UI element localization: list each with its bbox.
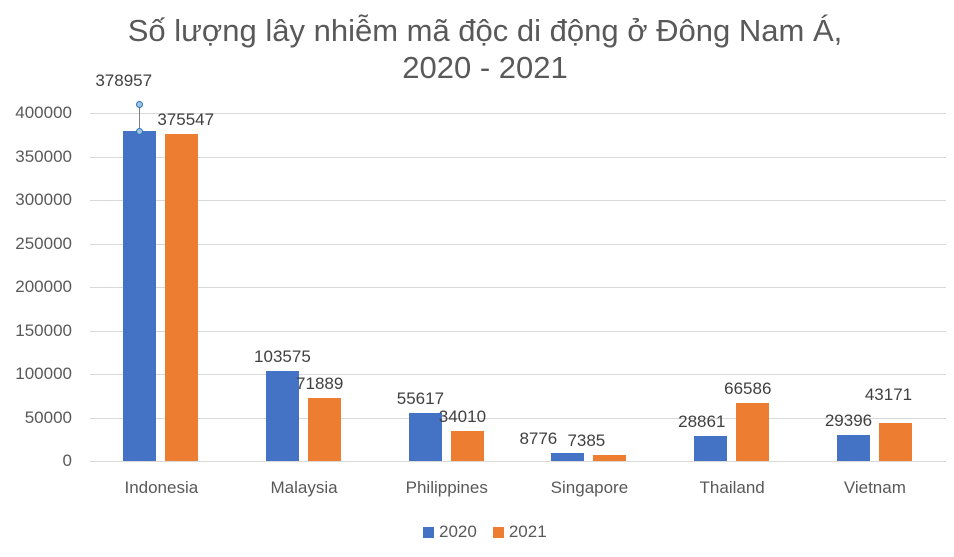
gridline bbox=[90, 417, 946, 419]
gridline bbox=[90, 156, 946, 158]
gridline bbox=[90, 243, 946, 245]
bar-malaysia-2020 bbox=[266, 370, 300, 461]
gridline bbox=[90, 200, 946, 201]
data-label: 29396 bbox=[824, 411, 873, 431]
y-tick-label: 350000 bbox=[15, 146, 72, 166]
leader-handle-top bbox=[136, 101, 143, 108]
y-tick-label: 0 bbox=[62, 451, 72, 470]
chart-title-line-2: 2020 - 2021 bbox=[402, 50, 568, 85]
y-tick-label: 400000 bbox=[15, 103, 72, 122]
legend-label-2021: 2021 bbox=[508, 522, 547, 541]
legend-swatch-2021 bbox=[492, 526, 504, 538]
gridline bbox=[90, 330, 946, 332]
legend-label-2020: 2020 bbox=[439, 522, 477, 541]
x-category-label: Vietnam bbox=[843, 478, 906, 497]
y-tick-label: 50000 bbox=[24, 407, 72, 427]
bar-singapore-2020 bbox=[551, 453, 585, 461]
data-label: 34010 bbox=[438, 407, 487, 427]
leader-handle-bottom bbox=[136, 128, 143, 135]
legend: 2020 2021 bbox=[423, 522, 547, 542]
data-label: 103575 bbox=[254, 346, 311, 366]
bar-vietnam-2021 bbox=[878, 423, 912, 461]
x-category-label: Malaysia bbox=[270, 478, 338, 497]
data-label: 28861 bbox=[678, 411, 726, 431]
bar-thailand-2021 bbox=[736, 403, 770, 461]
data-label: 7385 bbox=[567, 430, 606, 450]
y-tick-label: 150000 bbox=[15, 320, 72, 340]
data-label: 43171 bbox=[864, 385, 913, 405]
bar-singapore-2021 bbox=[593, 454, 627, 461]
y-tick-label: 200000 bbox=[15, 277, 72, 296]
bar-vietnam-2020 bbox=[836, 435, 870, 461]
x-category-label: Thailand bbox=[699, 478, 765, 497]
y-tick-label: 250000 bbox=[15, 233, 72, 253]
legend-swatch-2020 bbox=[423, 526, 434, 538]
chart-title: Số lượng lây nhiễm mã độc di động ở Đông… bbox=[0, 12, 954, 86]
y-tick-label: 100000 bbox=[15, 364, 72, 383]
bar-malaysia-2021 bbox=[308, 398, 342, 461]
gridline bbox=[90, 461, 946, 462]
bar-philippines-2021 bbox=[450, 431, 484, 461]
y-tick-label: 300000 bbox=[15, 190, 72, 209]
data-label: 71889 bbox=[296, 374, 344, 394]
chart-title-line-1: Số lượng lây nhiễm mã độc di động ở Đông… bbox=[127, 13, 843, 48]
gridline bbox=[90, 287, 946, 288]
gridline bbox=[90, 374, 946, 375]
bar-indonesia-2020 bbox=[123, 131, 157, 461]
data-label: 378957 bbox=[95, 71, 153, 91]
bar-indonesia-2021 bbox=[165, 134, 199, 461]
x-category-label: Singapore bbox=[550, 478, 629, 497]
x-category-label: Indonesia bbox=[124, 478, 199, 497]
data-label: 375547 bbox=[157, 110, 215, 130]
data-label: 55617 bbox=[396, 388, 445, 408]
data-label-leader-line bbox=[139, 104, 140, 131]
bar-thailand-2020 bbox=[694, 435, 728, 461]
bar-philippines-2020 bbox=[408, 412, 442, 461]
x-category-label: Philippines bbox=[405, 478, 488, 497]
data-label: 66586 bbox=[724, 379, 772, 399]
gridline bbox=[90, 113, 946, 114]
data-label: 8776 bbox=[519, 429, 558, 449]
